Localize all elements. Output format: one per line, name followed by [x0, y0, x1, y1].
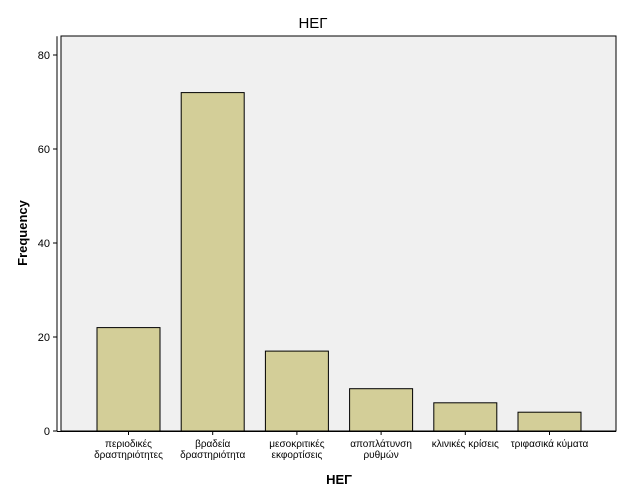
y-tick-label: 60 — [38, 144, 50, 156]
chart-title: ΗΕΓ — [298, 15, 327, 32]
x-axis: περιοδικές δραστηριότητες βραδεία δραστηριό… — [57, 431, 616, 461]
x-tick-label: μεσοκριτικές εκφορτίσεις — [269, 438, 324, 461]
y-tick-label: 80 — [38, 50, 50, 62]
y-tick-label: 0 — [44, 426, 50, 438]
x-tick-label: περιοδικές δραστηριότητες — [94, 438, 163, 461]
bar — [180, 92, 245, 432]
bar — [517, 411, 582, 432]
x-tick-label: κλινικές κρίσεις — [432, 438, 499, 450]
bar — [349, 388, 414, 432]
bars-group — [96, 92, 582, 432]
y-tick-label: 20 — [38, 332, 50, 344]
y-axis-label: Frequency — [15, 199, 30, 266]
y-axis: 0 20 40 60 80 — [38, 36, 58, 438]
bar — [433, 402, 498, 432]
bar — [264, 350, 329, 432]
x-tick-label: τριφασικά κύματα — [511, 438, 589, 450]
x-tick-label: αποπλάτυνση ρυθμών — [350, 438, 412, 461]
y-tick-label: 40 — [38, 238, 50, 250]
x-tick-label: βραδεία δραστηριότητα — [180, 438, 245, 461]
bar — [96, 327, 161, 432]
x-axis-label: ΗΕΓ — [326, 472, 352, 487]
